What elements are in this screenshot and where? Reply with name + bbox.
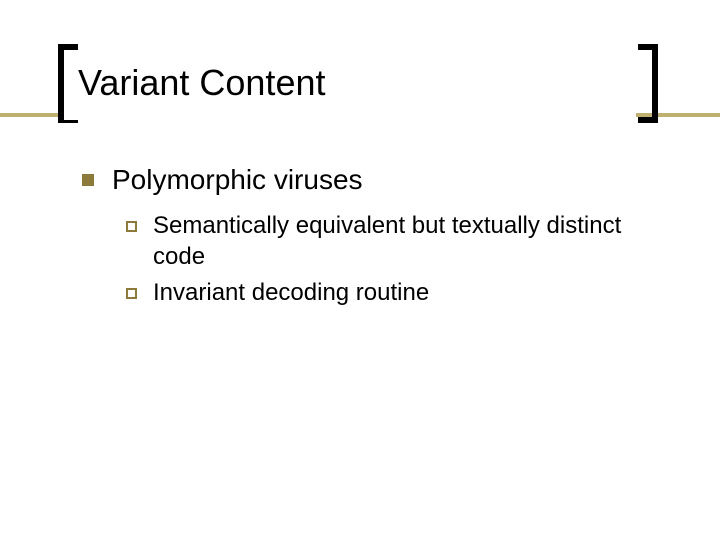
list-item-label: Semantically equivalent but textually di… xyxy=(153,211,633,272)
square-bullet-icon xyxy=(82,174,94,186)
hollow-bullet-icon xyxy=(126,221,137,232)
list-item-label: Invariant decoding routine xyxy=(153,278,429,309)
slide-body: Polymorphic viruses Semantically equival… xyxy=(82,162,662,315)
slide: Variant Content Polymorphic viruses Sema… xyxy=(0,0,720,540)
list-item: Polymorphic viruses xyxy=(82,162,662,197)
slide-title: Variant Content xyxy=(78,62,325,104)
hollow-bullet-icon xyxy=(126,288,137,299)
list-item: Semantically equivalent but textually di… xyxy=(126,211,662,272)
title-bracket-right xyxy=(638,44,658,123)
list-item-label: Polymorphic viruses xyxy=(112,162,363,197)
sub-list: Semantically equivalent but textually di… xyxy=(126,211,662,309)
list-item: Invariant decoding routine xyxy=(126,278,662,309)
accent-line-mask xyxy=(64,110,636,120)
